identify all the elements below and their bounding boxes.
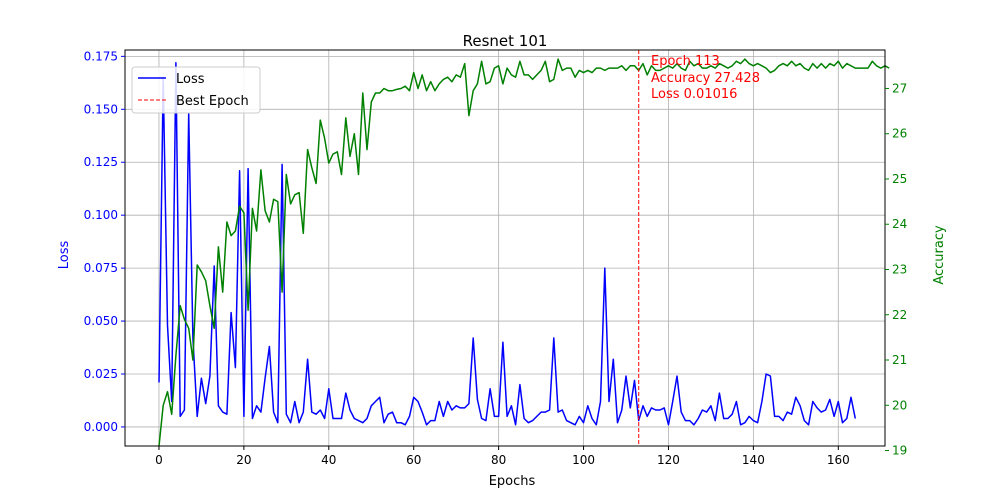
plot-frame xyxy=(124,49,886,447)
left-y-tick-label: 0.000 xyxy=(84,420,118,434)
accuracy-line xyxy=(158,58,890,447)
left-y-tick-label: 0.175 xyxy=(84,49,118,63)
legend-label-best-epoch: Best Epoch xyxy=(176,94,249,109)
x-tick-label: 120 xyxy=(657,453,680,467)
left-y-tick-label: 0.150 xyxy=(84,102,118,116)
left-y-tick-label: 0.075 xyxy=(84,261,118,275)
right-y-tick-label: 20 xyxy=(892,398,907,412)
loss-series xyxy=(158,61,857,426)
x-tick-label: 40 xyxy=(321,453,336,467)
right-y-tick-label: 24 xyxy=(892,217,907,231)
x-axis: 0 20 40 60 80 100 120 140 160 xyxy=(155,446,850,467)
right-y-tick-label: 23 xyxy=(892,262,907,276)
right-y-axis: 19 20 21 22 23 24 25 26 27 xyxy=(885,81,907,458)
left-y-tick-label: 0.025 xyxy=(84,367,118,381)
right-y-tick-label: 27 xyxy=(892,81,907,95)
best-epoch-annotation-accuracy: Accuracy 27.428 xyxy=(651,71,760,86)
right-y-tick-label: 19 xyxy=(892,444,907,458)
legend-label-loss: Loss xyxy=(176,72,205,87)
left-y-tick-label: 0.100 xyxy=(84,208,118,222)
x-axis-label: Epochs xyxy=(489,474,536,489)
x-tick-label: 80 xyxy=(491,453,506,467)
loss-line xyxy=(158,61,857,426)
best-epoch-annotation-epoch: Epoch 113 xyxy=(651,54,720,69)
best-epoch-annotation-loss: Loss 0.01016 xyxy=(651,87,737,102)
legend: Loss Best Epoch xyxy=(131,66,261,114)
accuracy-series xyxy=(158,58,890,447)
chart-title: Resnet 101 xyxy=(463,32,548,50)
left-y-axis-label: Loss xyxy=(57,241,72,270)
left-y-tick-label: 0.050 xyxy=(84,314,118,328)
left-y-tick-label: 0.125 xyxy=(84,155,118,169)
left-y-axis: 0.000 0.025 0.050 0.075 0.100 0.125 0.150 0.175 xyxy=(84,49,125,434)
x-tick-label: 0 xyxy=(155,453,163,467)
x-tick-label: 20 xyxy=(236,453,251,467)
right-y-tick-label: 21 xyxy=(892,353,907,367)
x-tick-label: 100 xyxy=(572,453,595,467)
x-tick-label: 160 xyxy=(827,453,850,467)
right-y-tick-label: 22 xyxy=(892,308,907,322)
right-y-axis-label: Accuracy xyxy=(932,225,947,285)
x-tick-label: 140 xyxy=(742,453,765,467)
right-y-tick-label: 26 xyxy=(892,127,907,141)
x-tick-label: 60 xyxy=(406,453,421,467)
right-y-tick-label: 25 xyxy=(892,172,907,186)
